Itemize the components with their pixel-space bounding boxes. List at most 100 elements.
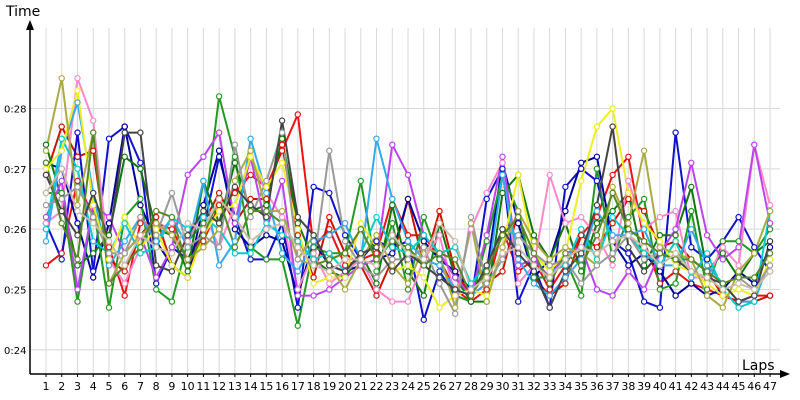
data-point: [719, 304, 727, 311]
data-point: [105, 213, 113, 221]
data-point: [247, 135, 254, 142]
axis-labels: 1 2 3 4 5 6 7 8 9 10 11 12 13 14 15 16 17 18 19 20 21 22 23 24 2…: [4, 4, 777, 393]
data-point: [562, 207, 569, 215]
data-point: [184, 231, 191, 239]
data-point: [625, 231, 632, 239]
data-point: [703, 250, 711, 257]
data-point: [499, 171, 506, 179]
data-point: [152, 262, 160, 269]
data-point: [310, 280, 317, 287]
data-point: [278, 231, 286, 239]
data-point: [578, 256, 585, 263]
data-point: [137, 219, 144, 227]
data-point: [625, 177, 632, 185]
data-point: [703, 231, 711, 239]
data-point: [389, 268, 396, 275]
data-point: [562, 244, 569, 251]
data-point: [58, 195, 65, 203]
data-point: [121, 153, 128, 160]
data-point: [546, 256, 553, 263]
data-point: [593, 123, 601, 130]
data-point: [168, 262, 176, 269]
data-point: [420, 256, 427, 263]
data-point: [215, 207, 223, 215]
data-point: [420, 316, 427, 323]
data-point: [184, 274, 191, 281]
data-point: [294, 304, 301, 311]
data-point: [766, 292, 774, 299]
data-point: [184, 268, 191, 275]
data-point: [357, 219, 364, 227]
data-point: [609, 250, 616, 257]
data-point: [341, 219, 349, 227]
data-point: [515, 262, 522, 269]
data-point: [152, 286, 160, 293]
data-point: [200, 219, 207, 227]
x-tick-label: 43: [700, 380, 714, 393]
data-point: [609, 238, 616, 245]
data-point: [593, 207, 601, 215]
data-point: [89, 268, 97, 275]
data-point: [278, 256, 286, 263]
data-point: [499, 256, 506, 263]
data-point: [231, 219, 239, 227]
data-point: [625, 153, 632, 160]
x-tick-label: 29: [480, 380, 494, 393]
data-point: [200, 201, 207, 209]
data-point: [578, 292, 585, 299]
data-point: [373, 274, 380, 281]
data-point: [168, 189, 176, 197]
data-point: [562, 280, 569, 287]
data-point: [121, 213, 128, 221]
data-point: [688, 280, 695, 287]
data-point: [656, 238, 664, 245]
data-point: [152, 244, 160, 251]
data-point: [688, 207, 695, 215]
data-point: [766, 244, 774, 251]
data-point: [58, 189, 65, 197]
data-point: [215, 201, 223, 209]
data-point: [656, 213, 664, 221]
data-point: [640, 262, 648, 269]
data-point: [105, 219, 113, 227]
x-tick-label: 26: [433, 380, 447, 393]
data-point: [247, 244, 254, 251]
data-point: [546, 274, 553, 281]
data-point: [593, 256, 601, 263]
data-point: [404, 298, 412, 305]
data-point: [751, 274, 758, 281]
data-point: [672, 225, 679, 233]
data-point: [294, 231, 301, 239]
data-point: [389, 244, 396, 251]
data-point: [420, 238, 427, 245]
series-lines: [42, 75, 774, 329]
data-point: [609, 189, 616, 197]
data-point: [452, 244, 459, 251]
data-point: [326, 250, 333, 257]
data-point: [703, 268, 711, 275]
data-point: [688, 244, 695, 251]
data-point: [278, 250, 286, 257]
data-point: [735, 213, 742, 221]
data-point: [436, 219, 443, 227]
data-point: [640, 286, 648, 293]
x-tick-label: 24: [401, 380, 415, 393]
data-point: [263, 219, 270, 227]
data-point: [625, 225, 632, 233]
data-point: [200, 238, 207, 245]
data-point: [515, 171, 522, 179]
data-point: [137, 244, 144, 251]
x-tick-label: 36: [590, 380, 604, 393]
x-tick-label: 37: [606, 380, 620, 393]
data-point: [404, 268, 412, 275]
data-point: [483, 262, 490, 269]
x-tick-label: 10: [181, 380, 195, 393]
data-point: [735, 274, 742, 281]
x-tick-label: 41: [669, 380, 683, 393]
x-tick-label: 33: [543, 380, 557, 393]
data-point: [373, 286, 380, 293]
data-point: [231, 238, 239, 245]
data-point: [294, 256, 301, 263]
data-point: [609, 123, 616, 130]
